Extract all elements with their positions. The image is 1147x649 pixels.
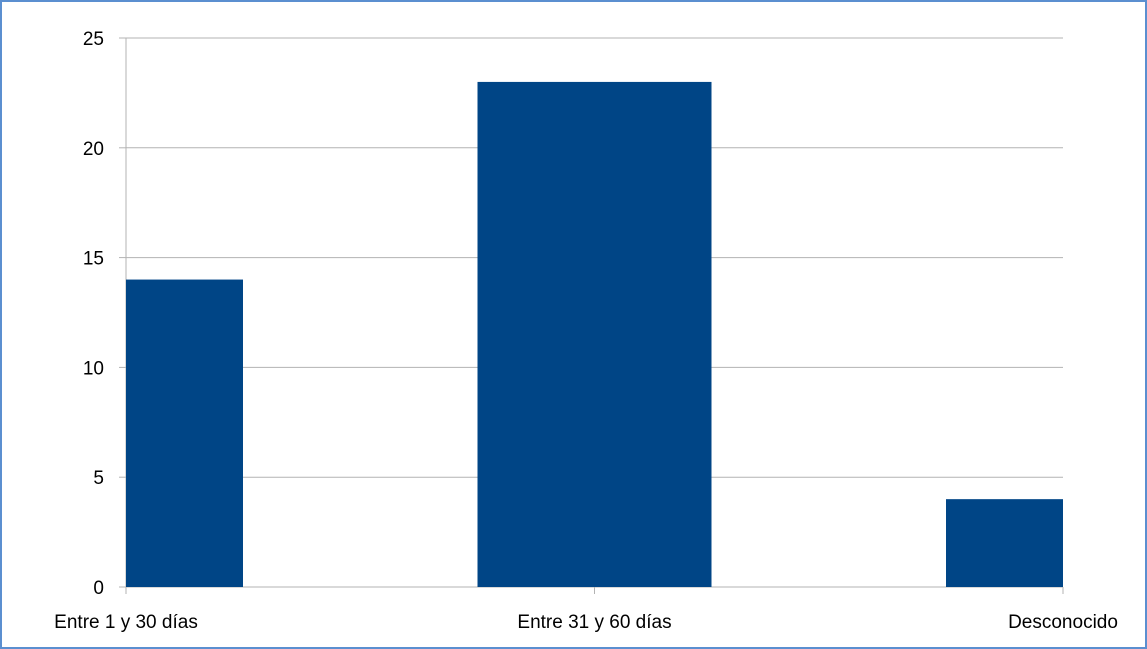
bar	[126, 279, 243, 587]
y-tick-label: 5	[93, 468, 104, 489]
bar	[946, 499, 1063, 587]
y-tick-label: 0	[93, 578, 104, 599]
y-tick-label: 10	[83, 358, 104, 379]
x-category-label: Desconocido	[1008, 612, 1118, 633]
x-category-label: Entre 1 y 30 días	[54, 612, 198, 633]
bar	[477, 81, 712, 588]
y-tick-label: 20	[83, 139, 104, 160]
x-category-label: Entre 31 y 60 días	[517, 612, 671, 633]
y-tick-label: 15	[83, 249, 104, 270]
y-tick-label: 25	[83, 29, 104, 50]
